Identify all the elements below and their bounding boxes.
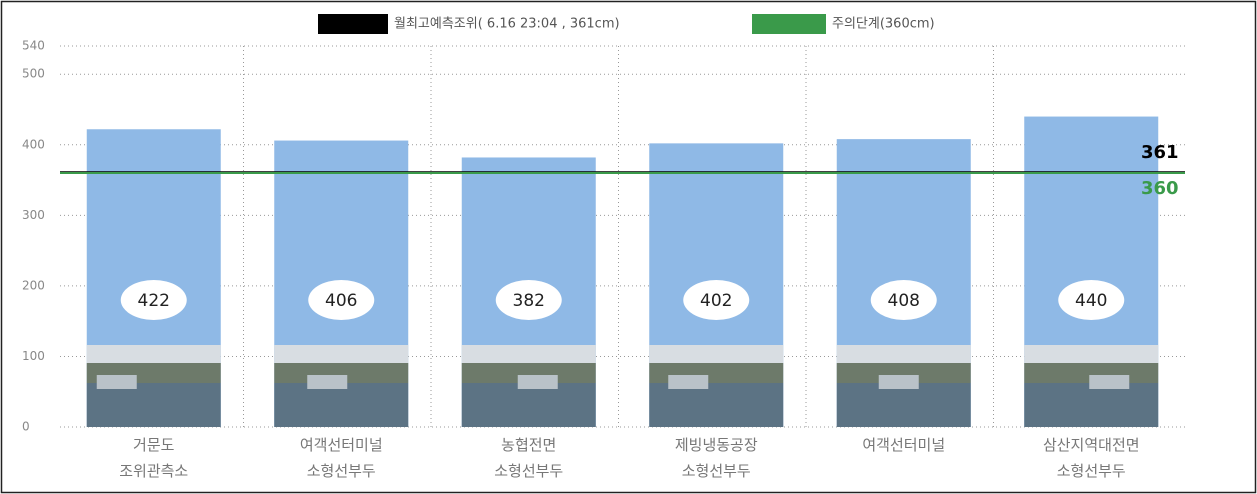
value-bubble (495, 280, 562, 320)
x-tick-label: 거문도 조위관측소 (119, 436, 189, 480)
legend-label: 월최고예측조위( 6.16 23:04 , 361cm) (394, 17, 620, 32)
photo-water (836, 383, 971, 427)
value-label: 402 (700, 291, 732, 311)
value-label: 422 (138, 291, 170, 311)
value-bubble (1058, 280, 1125, 320)
value-bubble (870, 280, 937, 320)
photo-detail (517, 375, 558, 389)
x-tick-label: 농협전면 소형선부두 (494, 436, 564, 480)
photo-water (461, 383, 596, 427)
value-label: 408 (888, 291, 920, 311)
photo-detail (96, 375, 137, 389)
value-label: 440 (1075, 291, 1107, 311)
legend-swatch (318, 14, 388, 34)
legend-label: 주의단계(360cm) (832, 17, 935, 32)
value-bubble (683, 280, 750, 320)
value-bubble (120, 280, 187, 320)
photo-water (649, 383, 784, 427)
y-tick-label: 200 (22, 278, 45, 292)
photo-water (86, 383, 221, 427)
photo-detail (307, 375, 348, 389)
reference-label: 360 (1141, 178, 1179, 199)
x-tick-label: 삼산지역대전면 소형선부두 (1042, 436, 1140, 480)
x-tick-label: 제빙냉동공장 소형선부두 (674, 436, 758, 480)
photo-shore (836, 363, 971, 383)
photo-detail (668, 375, 709, 389)
x-tick-label: 여객선터미널 소형선부두 (299, 436, 383, 480)
value-label: 406 (325, 291, 357, 311)
value-bubble (308, 280, 375, 320)
photo-detail (1089, 375, 1130, 389)
y-tick-label: 400 (22, 137, 45, 151)
photo-shore (461, 363, 596, 383)
reference-label: 361 (1141, 142, 1179, 163)
y-tick-label: 300 (22, 208, 45, 222)
photo-water (274, 383, 409, 427)
y-tick-label: 500 (22, 67, 45, 81)
photo-detail (878, 375, 919, 389)
legend-swatch (752, 14, 826, 34)
value-label: 382 (513, 291, 545, 311)
y-tick-label: 0 (22, 420, 30, 434)
y-tick-label: 100 (22, 349, 45, 363)
x-tick-label: 여객선터미널 (862, 436, 946, 454)
photo-water (1024, 383, 1159, 427)
y-tick-label: 540 (22, 39, 45, 53)
